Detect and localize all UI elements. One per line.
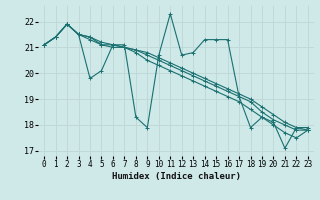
X-axis label: Humidex (Indice chaleur): Humidex (Indice chaleur) — [111, 172, 241, 181]
